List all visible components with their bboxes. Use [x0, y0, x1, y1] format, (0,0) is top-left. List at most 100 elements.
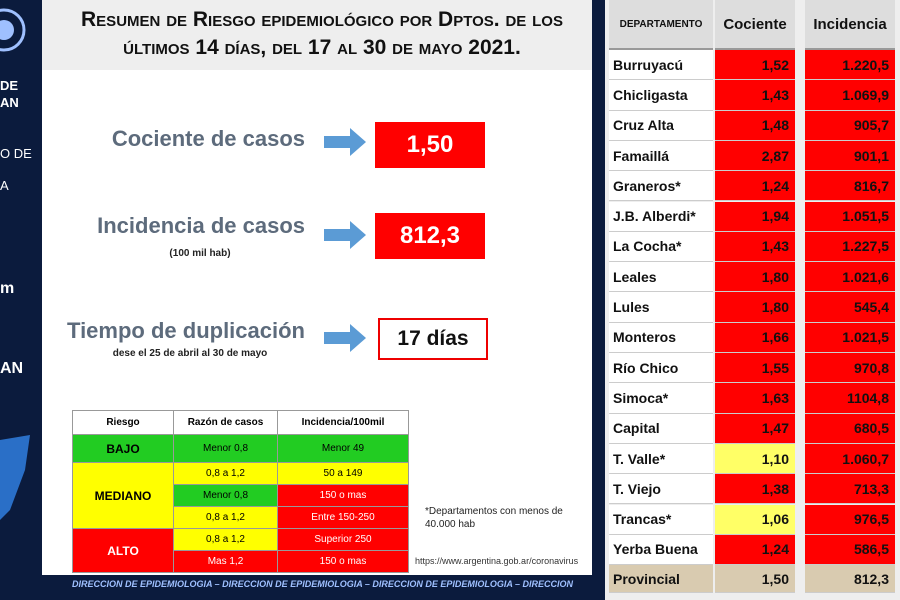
dept-name: Leales: [609, 262, 713, 293]
total-cociente: 1,50: [715, 565, 795, 594]
incidencia: 905,7: [805, 110, 895, 141]
source-url: https://www.argentina.gob.ar/coronavirus: [415, 556, 579, 566]
header-cell: Razón de casos: [173, 410, 278, 435]
metric-note: (100 mil hab): [169, 248, 231, 259]
cell: Mas 1,2: [173, 550, 278, 573]
dept-name: Simoca*: [609, 383, 713, 414]
cociente: 1,43: [715, 231, 795, 263]
dept-name: Río Chico: [609, 353, 713, 384]
cociente: 2,87: [715, 140, 795, 172]
sidebar-text: DE: [0, 78, 19, 93]
metric-label: Tiempo de duplicación: [67, 318, 305, 343]
arrow: [324, 128, 366, 156]
metric-label: Cociente de casos: [111, 126, 305, 151]
department-table: DEPARTAMENTO Cociente Incidencia Burruyacú 1…: [605, 0, 900, 600]
dept-name: Capital: [609, 413, 713, 444]
incidencia: 680,5: [805, 413, 895, 444]
dept-name: Famaillá: [609, 140, 713, 172]
title: Resumen de Riesgo epidemiológico por Dpt…: [81, 8, 563, 59]
dept-name: Lules: [609, 292, 713, 323]
dept-name: Graneros*: [609, 171, 713, 202]
title-bar: [42, 0, 592, 70]
dept-name: Yerba Buena: [609, 534, 713, 566]
dept-name: Monteros: [609, 322, 713, 353]
header-cell: DEPARTAMENTO: [609, 0, 713, 50]
incidencia: 1.220,5: [805, 50, 895, 81]
incidencia: 1.021,6: [805, 262, 895, 293]
cociente: 1,80: [715, 292, 795, 323]
header-cell: Riesgo: [72, 410, 174, 435]
sidebar-text: O DE: [0, 146, 32, 161]
cociente: 1,63: [715, 383, 795, 414]
incidencia: 901,1: [805, 140, 895, 172]
note: *Departamentos con menos de 40.000 hab: [425, 506, 563, 530]
metric-value: 17 días: [378, 318, 488, 360]
risk-table: Riesgo Razón de casos Incidencia/100mil BA…: [72, 410, 409, 573]
logo: [0, 8, 26, 52]
cociente: 1,47: [715, 413, 795, 444]
cociente: 1,66: [715, 322, 795, 353]
cell: Superior 250: [277, 528, 409, 551]
cociente: 1,38: [715, 474, 795, 505]
cociente: 1,48: [715, 110, 795, 141]
cociente: 1,80: [715, 262, 795, 293]
header-cell: Incidencia/100mil: [277, 410, 409, 435]
dept-name: Burruyacú: [609, 50, 713, 81]
header-cell: Incidencia: [805, 0, 895, 50]
sidebar-text: m: [0, 280, 15, 297]
sidebar-text: AN: [0, 95, 19, 110]
header-cell: Cociente: [715, 0, 795, 50]
dept-name: Trancas*: [609, 504, 713, 535]
metric-value: 1,50: [375, 122, 485, 168]
incidencia: 1104,8: [805, 383, 895, 414]
cociente: 1,24: [715, 171, 795, 202]
total-incidencia: 812,3: [805, 565, 895, 594]
map-fragment: [0, 435, 30, 520]
cell: Entre 150-250: [277, 506, 409, 529]
incidencia: 713,3: [805, 474, 895, 505]
metric-value: 812,3: [375, 213, 485, 259]
incidencia: 976,5: [805, 504, 895, 535]
cell: Menor 0,8: [173, 434, 278, 463]
cell: 0,8 a 1,2: [173, 462, 278, 485]
risk-level: MEDIANO: [72, 462, 174, 529]
metric-label: Incidencia de casos: [97, 213, 305, 238]
cociente: 1,52: [715, 50, 795, 81]
total-name: Provincial: [609, 565, 713, 594]
dept-name: J.B. Alberdi*: [609, 201, 713, 232]
risk-level: ALTO: [72, 528, 174, 573]
incidencia: 1.021,5: [805, 322, 895, 353]
cell: 150 o mas: [277, 484, 409, 507]
incidencia: 1.060,7: [805, 443, 895, 475]
dept-name: T. Valle*: [609, 443, 713, 475]
metric-note: dese el 25 de abril al 30 de mayo: [112, 348, 268, 359]
incidencia: 1.051,5: [805, 201, 895, 232]
risk-level: BAJO: [72, 434, 174, 463]
incidencia: 1.227,5: [805, 231, 895, 263]
cociente: 1,24: [715, 534, 795, 566]
dept-name: La Cocha*: [609, 231, 713, 263]
incidencia: 1.069,9: [805, 80, 895, 111]
cell: 50 a 149: [277, 462, 409, 485]
cociente: 1,94: [715, 201, 795, 232]
cell: 0,8 a 1,2: [173, 528, 278, 551]
incidencia: 816,7: [805, 171, 895, 202]
cociente: 1,55: [715, 353, 795, 384]
sidebar-text: A: [0, 178, 9, 193]
arrow: [324, 324, 366, 352]
incidencia: 545,4: [805, 292, 895, 323]
cociente: 1,43: [715, 80, 795, 111]
cell: 150 o mas: [277, 550, 409, 573]
arrow: [324, 221, 366, 249]
footer-banner: DIRECCION DE EPIDEMIOLOGIA – DIRECCION D…: [72, 579, 574, 589]
sidebar-text: AN: [0, 360, 24, 377]
incidencia: 970,8: [805, 353, 895, 384]
incidencia: 586,5: [805, 534, 895, 566]
dept-name: Chicligasta: [609, 80, 713, 111]
cell: Menor 49: [277, 434, 409, 463]
dept-name: T. Viejo: [609, 474, 713, 505]
cell: Menor 0,8: [173, 484, 278, 507]
cell: 0,8 a 1,2: [173, 506, 278, 529]
dept-name: Cruz Alta: [609, 110, 713, 141]
